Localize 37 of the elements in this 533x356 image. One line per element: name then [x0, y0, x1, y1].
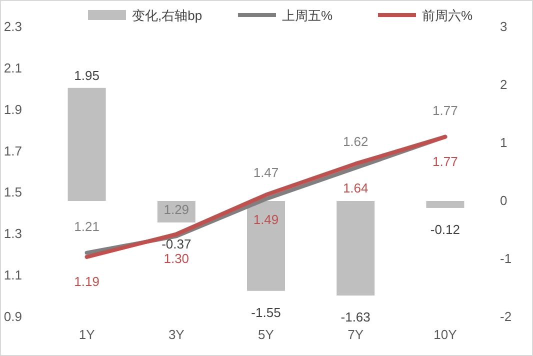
x-tick-label: 3Y [168, 327, 185, 342]
y-tick-label: 1.9 [4, 102, 22, 117]
data-label: -0.37 [162, 236, 192, 252]
data-label: 1.30 [164, 251, 190, 266]
data-label: 1.77 [432, 154, 458, 169]
y-tick-label: 1.5 [4, 184, 22, 200]
y-tick-label: 0.9 [4, 309, 22, 324]
x-tick-label: 10Y [434, 327, 458, 342]
y-tick-label: 1.3 [4, 226, 22, 242]
y2-tick-label: -1 [500, 251, 512, 266]
data-label: 1.49 [253, 212, 279, 227]
y2-tick-label: 3 [500, 19, 508, 34]
y-tick-label: 2.1 [4, 60, 22, 76]
data-label: -1.55 [251, 304, 281, 320]
data-label: 1.62 [342, 134, 368, 149]
data-label: 1.64 [342, 180, 368, 196]
data-label: 1.77 [432, 102, 458, 118]
y2-tick-label: -2 [500, 309, 512, 324]
y2-tick-label: 2 [500, 77, 508, 92]
legend-label: 变化,右轴bp [132, 8, 202, 23]
y2-tick-label: 1 [500, 135, 508, 150]
x-tick-label: 5Y [258, 327, 274, 342]
legend-label: 前周六% [422, 8, 473, 23]
data-label: 1.47 [253, 164, 279, 180]
y-tick-label: 1.1 [4, 268, 22, 283]
data-label: 1.29 [164, 202, 190, 218]
data-label: 1.21 [74, 218, 100, 234]
data-label: -0.12 [430, 222, 460, 237]
data-label: 1.95 [74, 68, 100, 83]
y-tick-label: 1.7 [4, 143, 22, 158]
y-tick-label: 2.3 [4, 19, 22, 34]
x-tick-label: 1Y [78, 327, 96, 342]
data-label: -1.63 [340, 310, 370, 325]
y2-tick-label: 0 [500, 193, 508, 208]
data-label: 1.19 [74, 274, 100, 289]
legend-label: 上周五% [282, 8, 333, 23]
x-tick-label: 7Y [348, 327, 364, 342]
